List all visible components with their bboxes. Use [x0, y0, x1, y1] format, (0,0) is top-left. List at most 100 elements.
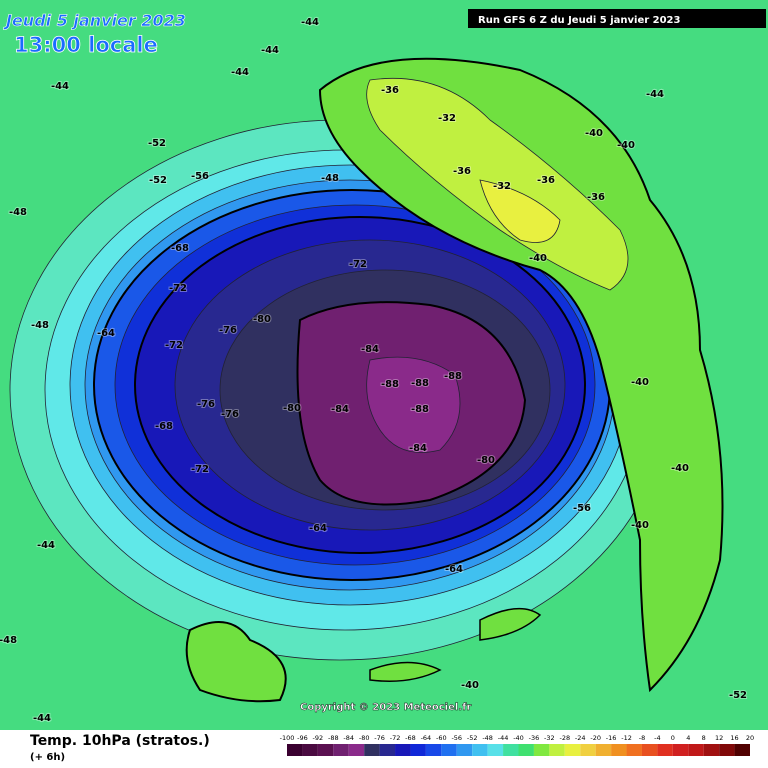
contour-label: -84: [409, 443, 427, 454]
contour-label: -32: [493, 181, 511, 192]
contour-label: -52: [729, 690, 747, 701]
scale-label: -72: [390, 734, 401, 742]
contour-label: -84: [361, 344, 379, 355]
contour-label: -44: [261, 45, 279, 56]
contour-label: -40: [585, 128, 603, 139]
contour-label: -44: [51, 81, 69, 92]
contour-label: -40: [461, 680, 479, 691]
run-info: Run GFS 6 Z du Jeudi 5 janvier 2023: [478, 15, 681, 26]
scale-label: -20: [590, 734, 601, 742]
time-line: 13:00 locale: [14, 33, 158, 57]
scale-swatch: [503, 744, 519, 756]
scale-swatch: [626, 744, 642, 756]
scale-label: -92: [313, 734, 324, 742]
scale-swatch: [518, 744, 534, 756]
scale-swatch: [302, 744, 318, 756]
contour-label: -88: [444, 371, 462, 382]
scale-swatch: [688, 744, 704, 756]
contour-label: -88: [411, 378, 429, 389]
scale-label: 0: [671, 734, 675, 742]
run-info-bar: [468, 9, 766, 28]
contour-label: -36: [537, 175, 555, 186]
scale-swatch: [425, 744, 442, 756]
contour-label: -48: [0, 635, 17, 646]
scale-swatch: [472, 744, 488, 756]
copyright: Copyright © 2023 Meteociel.fr: [300, 702, 471, 713]
contour-label: -48: [31, 320, 49, 331]
contour-label: -44: [33, 713, 51, 724]
contour-label: -40: [671, 463, 689, 474]
contour-label: -72: [349, 259, 367, 270]
scale-label: -76: [374, 734, 385, 742]
contour-label: -84: [331, 404, 349, 415]
scale-swatch: [456, 744, 473, 756]
scale-label: -64: [421, 734, 432, 742]
scale-swatch: [657, 744, 673, 756]
scale-label: -84: [343, 734, 354, 742]
scale-swatch: [395, 744, 411, 756]
scale-label: 12: [715, 734, 723, 742]
scale-label: 16: [730, 734, 738, 742]
contour-label: -80: [477, 455, 495, 466]
contour-label: -52: [148, 138, 166, 149]
contour-label: -68: [155, 421, 173, 432]
scale-swatch: [672, 744, 689, 756]
scale-swatch: [487, 744, 504, 756]
scale-swatch: [441, 744, 457, 756]
scale-swatch: [333, 744, 349, 756]
contour-label: -64: [445, 564, 463, 575]
footer-title: Temp. 10hPa (stratos.): [30, 733, 210, 749]
scale-label: -16: [606, 734, 617, 742]
scale-label: -40: [513, 734, 524, 742]
contour-label: -64: [309, 523, 327, 534]
contour-label: -44: [301, 17, 319, 28]
scale-swatch: [317, 744, 334, 756]
scale-label: -68: [405, 734, 416, 742]
scale-label: 8: [702, 734, 706, 742]
contour-label: -44: [37, 540, 55, 551]
scale-label: -100: [280, 734, 295, 742]
contour-label: -48: [321, 173, 339, 184]
contour-label: -56: [191, 171, 209, 182]
contour-label: -52: [149, 175, 167, 186]
scale-label: -4: [654, 734, 660, 742]
contour-label: -80: [253, 314, 271, 325]
scale-label: -60: [436, 734, 447, 742]
scale-swatch: [719, 744, 735, 756]
contour-label: -40: [631, 520, 649, 531]
contour-label: -44: [231, 67, 249, 78]
contour-label: -40: [617, 140, 635, 151]
contour-label: -76: [221, 409, 239, 420]
contour-label: -32: [438, 113, 456, 124]
scale-swatch: [611, 744, 627, 756]
contour-label: -40: [631, 377, 649, 388]
scale-swatch: [348, 744, 365, 756]
scale-label: 4: [686, 734, 690, 742]
scale-label: -8: [639, 734, 645, 742]
contour-label: -48: [9, 207, 27, 218]
contour-label: -72: [191, 464, 209, 475]
scale-swatch: [549, 744, 565, 756]
date-line: Jeudi 5 janvier 2023: [3, 11, 186, 30]
contour-label: -76: [219, 325, 237, 336]
scale-swatch: [564, 744, 581, 756]
scale-swatch: [703, 744, 720, 756]
scale-label: -96: [297, 734, 308, 742]
scale-swatch: [533, 744, 550, 756]
scale-label: -24: [575, 734, 586, 742]
contour-label: -76: [197, 399, 215, 410]
scale-swatch: [410, 744, 426, 756]
contour-label: -40: [529, 253, 547, 264]
footer-subtitle: (+ 6h): [30, 752, 65, 763]
scale-label: -80: [359, 734, 370, 742]
contour-label: -36: [381, 85, 399, 96]
color-scale: -100 -96 -92 -88 -84 -80 -76 -72 -68 -64 -60 -56 -52…: [280, 734, 754, 756]
scale-label: 20: [746, 734, 754, 742]
contour-label: -80: [283, 403, 301, 414]
scale-swatch: [364, 744, 380, 756]
scale-swatch: [734, 744, 750, 756]
temperature-field: [9, 57, 724, 703]
scale-label: -36: [529, 734, 540, 742]
scale-label: -32: [544, 734, 555, 742]
